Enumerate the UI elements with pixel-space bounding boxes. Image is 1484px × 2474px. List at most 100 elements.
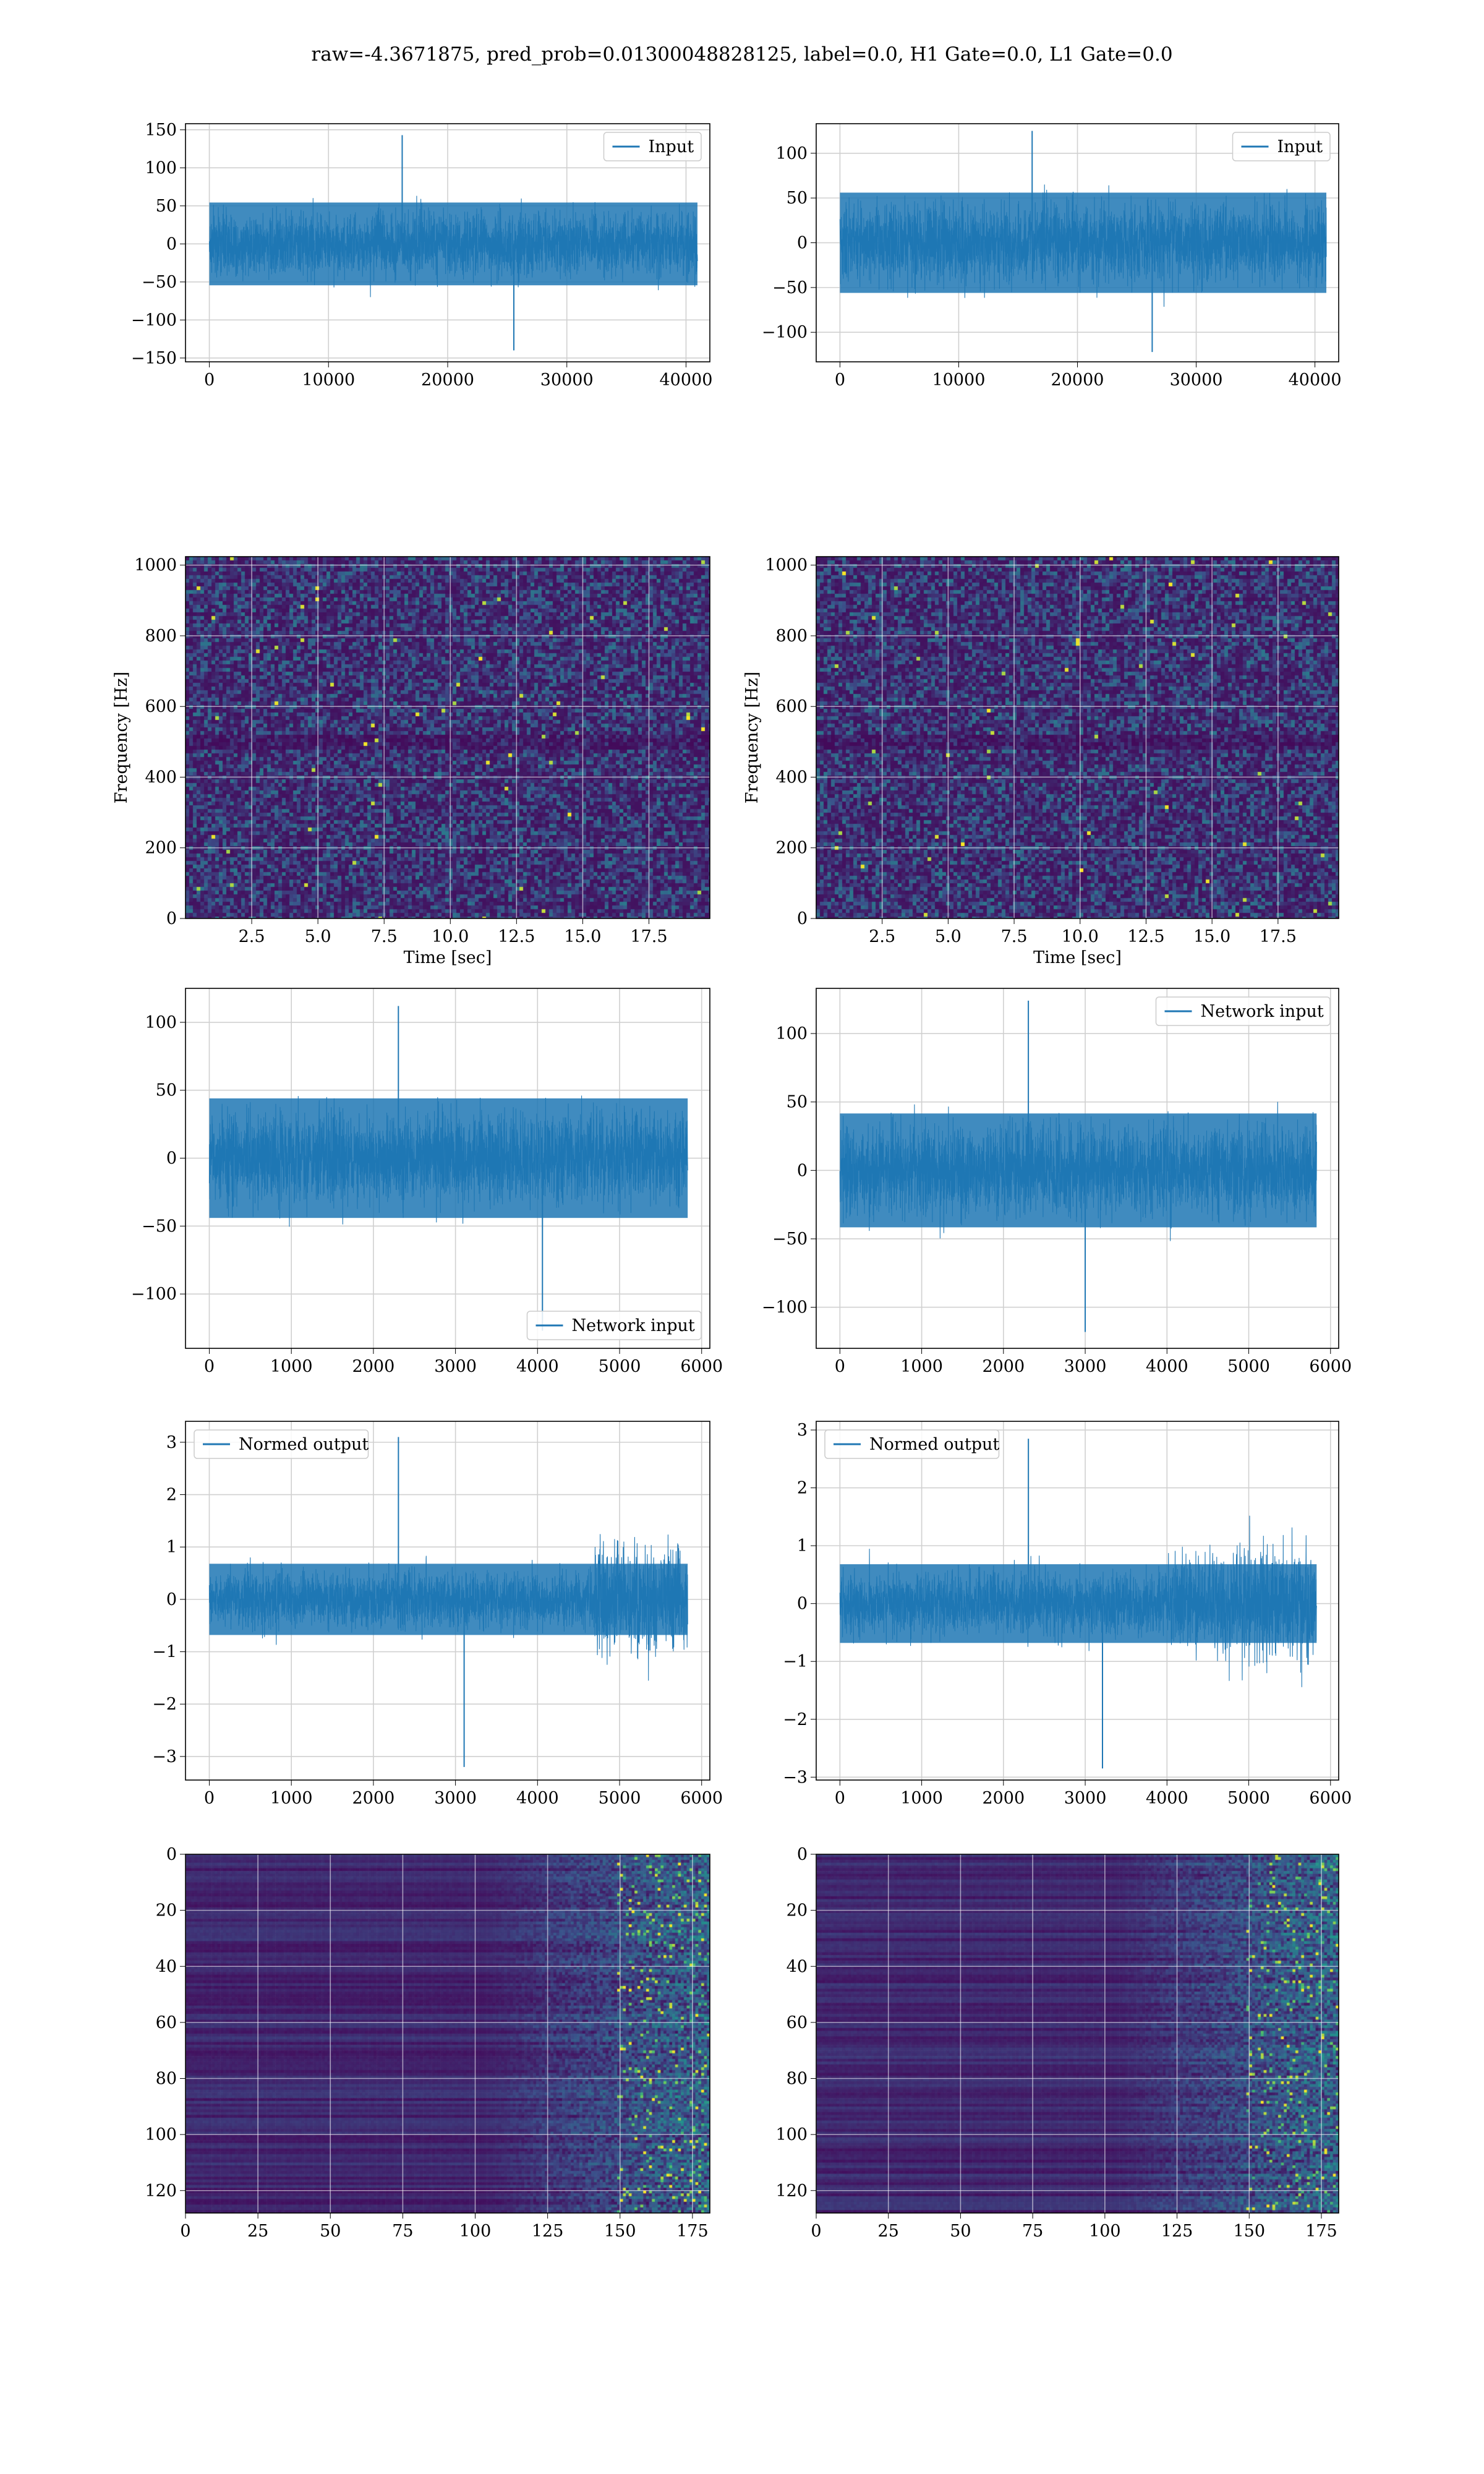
- x-tick-label: 150: [1234, 2222, 1266, 2241]
- legend: Normed output: [194, 1429, 369, 1459]
- chart-panel-8: 0 1000 2000 3000 4000 5000 6000 −3 −2 −1 0 1 2 3 Norme…: [783, 1421, 1352, 1808]
- x-tick-label: 40000: [1289, 370, 1342, 390]
- y-tick-label: 3: [797, 1421, 808, 1440]
- signal-core-band: [840, 1113, 1317, 1228]
- axes-frame: [816, 988, 1339, 1349]
- chart-panel-5: 0 1000 2000 3000 4000 5000 6000 −100 −50 0 50 100 Ne…: [131, 988, 723, 1376]
- axes-frame: [816, 1854, 1339, 2214]
- y-tick-label: −50: [142, 273, 177, 292]
- legend: Network input: [526, 1311, 702, 1340]
- y-tick-label: 0: [797, 1161, 808, 1180]
- y-axis-label: Frequency [Hz]: [743, 672, 762, 803]
- y-tick-label: 0: [166, 909, 177, 928]
- y-tick-label: 50: [156, 1081, 177, 1100]
- x-tick-label: 5000: [599, 1789, 641, 1808]
- y-tick-label: 100: [145, 2125, 177, 2144]
- x-tick-label: 75: [1022, 2222, 1043, 2241]
- y-tick-label: 0: [797, 234, 808, 253]
- x-tick-label: 100: [1089, 2222, 1121, 2241]
- legend: Input: [603, 132, 702, 161]
- chart-panel-1: 0 10000 20000 30000 40000 −150 −100 −50 0 50 100 15…: [131, 121, 713, 390]
- axes-frame: [185, 1421, 710, 1781]
- y-axis-label: Frequency [Hz]: [112, 672, 131, 803]
- y-tick-label: 600: [145, 697, 177, 716]
- heatmap-image: [816, 1854, 1339, 2213]
- x-axis-label: Time [sec]: [1033, 948, 1122, 967]
- x-tick-label: 2000: [982, 1357, 1025, 1376]
- legend: Input: [1232, 132, 1331, 161]
- x-tick-label: 6000: [680, 1357, 723, 1376]
- y-tick-label: 60: [156, 2013, 177, 2032]
- axes-frame: [185, 988, 710, 1349]
- y-tick-label: −2: [152, 1695, 177, 1714]
- y-tick-label: 200: [775, 839, 808, 858]
- legend-frame: [1155, 996, 1331, 1026]
- chart-panel-2: 0 10000 20000 30000 40000 −100 −50 0 50 100 Input: [762, 123, 1342, 390]
- x-tick-label: 0: [835, 370, 845, 390]
- x-tick-label: 75: [392, 2222, 413, 2241]
- y-tick-label: 100: [775, 144, 808, 163]
- figure-title: raw=-4.3671875, pred_prob=0.013000488281…: [311, 43, 1173, 66]
- x-tick-label: 125: [1161, 2222, 1193, 2241]
- x-tick-label: 0: [204, 370, 215, 390]
- x-tick-label: 0: [835, 1789, 845, 1808]
- x-tick-label: 5000: [599, 1357, 641, 1376]
- x-tick-label: 1000: [270, 1357, 313, 1376]
- y-tick-label: −3: [152, 1747, 177, 1766]
- y-tick-label: 0: [166, 1590, 177, 1609]
- legend-label: Input: [649, 137, 694, 156]
- y-tick-label: −150: [131, 349, 177, 368]
- y-tick-label: 100: [775, 2125, 808, 2144]
- y-tick-label: −100: [762, 1298, 808, 1317]
- x-tick-label: 17.5: [630, 927, 667, 946]
- x-tick-label: 1000: [900, 1357, 943, 1376]
- x-tick-label: 25: [247, 2222, 268, 2241]
- y-tick-label: 60: [787, 2013, 808, 2032]
- legend-frame: [824, 1429, 1000, 1459]
- x-tick-label: 5000: [1227, 1357, 1270, 1376]
- x-tick-label: 3000: [1064, 1357, 1107, 1376]
- x-tick-label: 2000: [352, 1357, 395, 1376]
- legend-label: Normed output: [869, 1435, 999, 1454]
- x-tick-label: 5000: [1227, 1789, 1270, 1808]
- y-tick-label: −50: [772, 1230, 808, 1249]
- signal-core-band: [840, 192, 1327, 293]
- y-tick-label: 100: [775, 1024, 808, 1043]
- y-tick-label: 2: [797, 1479, 808, 1498]
- y-tick-label: 600: [775, 697, 808, 716]
- x-tick-label: 10.0: [432, 927, 469, 946]
- x-tick-label: 0: [204, 1789, 215, 1808]
- x-tick-label: 4000: [1146, 1789, 1188, 1808]
- y-tick-label: −1: [152, 1643, 177, 1662]
- y-tick-label: 120: [775, 2181, 808, 2201]
- x-tick-label: 4000: [516, 1789, 559, 1808]
- y-tick-label: 1000: [134, 556, 177, 575]
- y-tick-label: −1: [783, 1652, 808, 1671]
- y-tick-label: 100: [145, 158, 177, 178]
- x-tick-label: 50: [950, 2222, 971, 2241]
- y-tick-label: 3: [166, 1433, 177, 1452]
- x-tick-label: 5.0: [305, 927, 331, 946]
- y-tick-label: 20: [156, 1901, 177, 1920]
- x-tick-label: 3000: [434, 1357, 477, 1376]
- x-tick-label: 175: [1305, 2222, 1337, 2241]
- y-tick-label: 1: [797, 1536, 808, 1556]
- x-tick-label: 1000: [270, 1789, 313, 1808]
- x-tick-label: 0: [180, 2222, 190, 2241]
- signal-core-band: [840, 1564, 1317, 1643]
- y-tick-label: −3: [783, 1768, 808, 1787]
- x-tick-label: 25: [878, 2222, 899, 2241]
- x-tick-label: 100: [459, 2222, 492, 2241]
- y-tick-label: 0: [166, 1845, 177, 1864]
- x-tick-label: 0: [204, 1357, 215, 1376]
- x-tick-label: 4000: [516, 1357, 559, 1376]
- x-tick-label: 1000: [900, 1789, 943, 1808]
- axes-frame: [816, 1421, 1339, 1781]
- y-tick-label: 20: [787, 1901, 808, 1920]
- y-tick-label: 0: [797, 909, 808, 928]
- legend-frame: [1232, 132, 1331, 161]
- x-tick-label: 7.5: [371, 927, 398, 946]
- heatmap-image: [816, 557, 1339, 918]
- signal-core-band: [209, 1098, 688, 1218]
- x-tick-label: 2000: [352, 1789, 395, 1808]
